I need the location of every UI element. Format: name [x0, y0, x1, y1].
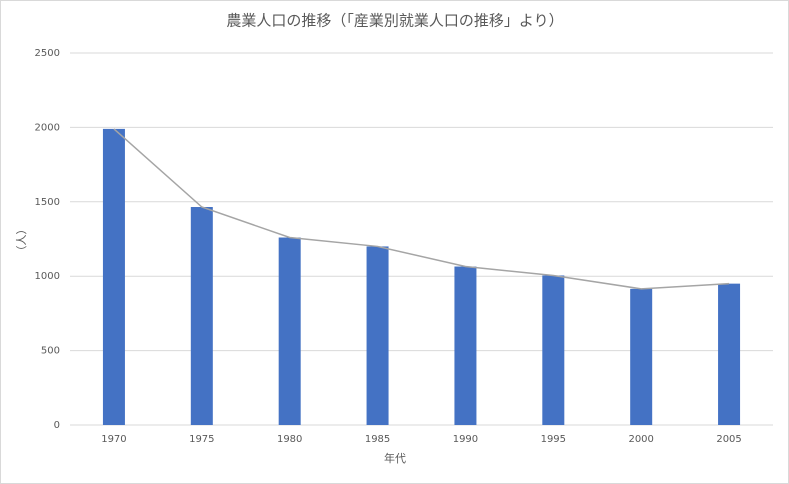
x-tick-label: 1980 [277, 434, 302, 445]
bar [102, 128, 125, 425]
y-axis-title: （人） [15, 224, 28, 257]
y-tick-label: 2000 [35, 122, 60, 133]
bar [630, 288, 653, 425]
x-tick-label: 1990 [453, 434, 478, 445]
x-axis-title: 年代 [384, 451, 406, 465]
x-tick-label: 1995 [541, 434, 566, 445]
y-tick-label: 1500 [35, 197, 60, 208]
x-tick-label: 1970 [101, 434, 126, 445]
chart-title: 農業人口の推移（「産業別就業人口の推移」より） [226, 12, 563, 30]
x-tick-label: 2000 [628, 434, 653, 445]
bar [454, 266, 477, 425]
x-tick-label: 2005 [716, 434, 741, 445]
bar [718, 283, 741, 425]
x-tick-label: 1985 [365, 434, 390, 445]
line [113, 128, 730, 290]
y-tick-label: 1000 [35, 271, 60, 282]
bar [190, 207, 213, 425]
y-tick-label: 0 [54, 420, 60, 431]
y-tick-label: 2500 [35, 48, 60, 59]
bar [542, 275, 565, 425]
y-tick-label: 500 [41, 346, 60, 357]
bar [366, 246, 389, 425]
x-tick-label: 1975 [189, 434, 214, 445]
bar [278, 237, 301, 425]
